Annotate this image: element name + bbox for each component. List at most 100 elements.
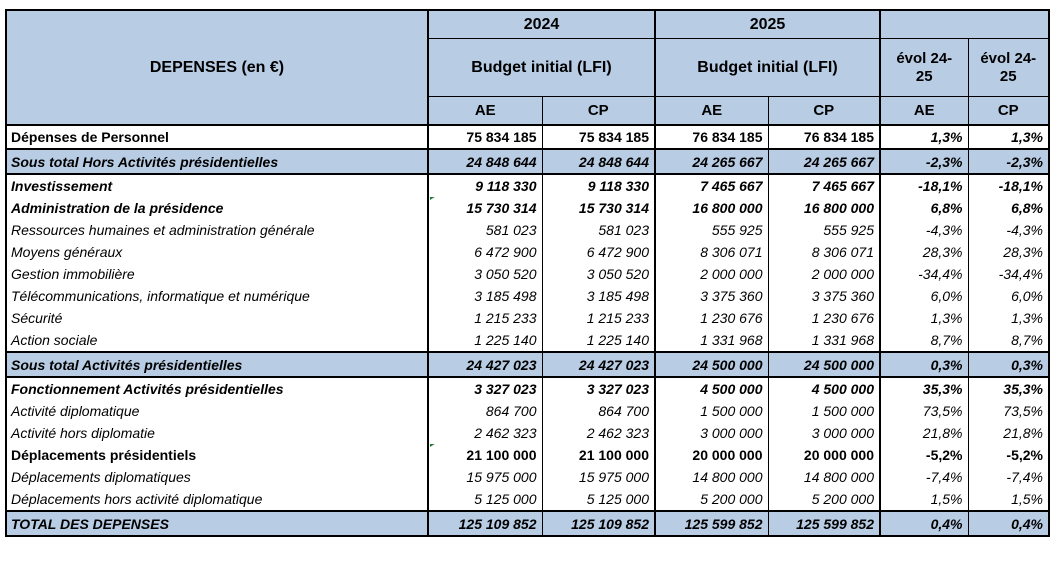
row-label: Sécurité [5,307,429,329]
value-cell: 555 925 [768,219,881,241]
value-cell: 7 465 667 [768,174,881,197]
year-2025-header: 2025 [655,10,881,39]
row-label: Fonctionnement Activités présidentielles [5,377,429,400]
value-cell: 5 200 000 [768,488,881,511]
value-cell: 864 700 [542,400,656,422]
value-cell: 864 700 [428,400,543,422]
value-cell: 15 975 000 [428,466,543,488]
value-cell: 24 427 023 [428,351,543,378]
row-label: Activité diplomatique [5,400,429,422]
value-cell: 20 000 000 [655,444,769,466]
header-row-budget: Budget initial (LFI) Budget initial (LFI… [6,38,1049,97]
value-cell: 125 109 852 [428,510,543,537]
ae-2025-header: AE [655,96,769,126]
value-cell: 24 848 644 [428,148,543,175]
value-cell: 24 500 000 [768,351,881,378]
row-label: Sous total Activités présidentielles [5,351,429,378]
value-cell: 4 500 000 [655,377,769,400]
value-cell: 24 265 667 [768,148,881,175]
value-cell: 16 800 000 [768,197,881,219]
header-row-aecp: AE CP AE CP AE CP [6,96,1049,126]
value-cell: 9 118 330 [428,174,543,197]
value-cell: 3 375 360 [768,285,881,307]
value-cell: 15 975 000 [542,466,656,488]
pct-cell: 6,8% [1011,200,1043,216]
pct-cell: 0,3% [968,351,1049,378]
value-cell: 1 215 233 [542,307,656,329]
value-cell: 125 599 852 [768,510,881,537]
pct-cell: 1,3% [880,124,969,149]
value-cell: 14 800 000 [655,466,769,488]
pct-cell: -18,1% [998,178,1043,194]
pct-cell: 21,8% [1003,425,1043,441]
year-2024-header: 2024 [428,10,656,39]
pct-cell: 0,3% [880,351,969,378]
value-cell: 581 023 [542,219,656,241]
value-cell: 6 472 900 [428,241,543,263]
pct-cell: 6,0% [1011,288,1043,304]
value-cell: 21 100 000 [542,444,656,466]
table-row: Fonctionnement Activités présidentielles… [5,377,1049,400]
value-cell: 9 118 330 [542,174,656,197]
value-cell: 8 306 071 [768,241,881,263]
evol-empty-header [880,10,1049,39]
value-cell: 3 185 498 [542,285,656,307]
value-cell: 24 848 644 [542,148,656,175]
evol-cp-header: évol 24-25 [968,38,1049,97]
value-cell: 1 225 140 [428,329,543,352]
value-cell: 2 462 323 [542,422,656,444]
pct-cell: 8,7% [1011,332,1043,348]
pct-cell: -4,3% [880,219,969,241]
table-row: Gestion immobilière 3 050 520 3 050 520 … [5,263,1049,285]
value-cell: 24 500 000 [655,351,769,378]
value-cell: 4 500 000 [768,377,881,400]
value-cell: 5 125 000 [428,488,543,511]
value-cell: 3 000 000 [768,422,881,444]
value-cell: 5 200 000 [655,488,769,511]
value-cell: 1 331 968 [768,329,881,352]
value-cell: 1 230 676 [768,307,881,329]
value-cell: 76 834 185 [655,124,769,149]
value-cell: 75 834 185 [542,124,656,149]
table-row: Télécommunications, informatique et numé… [5,285,1049,307]
table-row: Ressources humaines et administration gé… [5,219,1049,241]
row-label: Déplacements présidentiels [5,444,429,466]
value-cell: 3 375 360 [655,285,769,307]
value-cell: 3 185 498 [428,285,543,307]
table-row: Activité diplomatique 864 700 864 700 1 … [5,400,1049,422]
value-cell: 581 023 [428,219,543,241]
pct-cell: -5,2% [880,444,969,466]
budget-table: DEPENSES (en €) 2024 2025 Budget initial… [5,9,1050,537]
table-row: Déplacements présidentiels 21 100 000 21… [5,444,1049,466]
table-row: Déplacements diplomatiques 15 975 000 15… [5,466,1049,488]
evol-ae-subheader: AE [880,96,969,126]
pct-cell: -2,3% [968,148,1049,175]
value-cell: 21 100 000 [428,444,543,466]
cp-2024-header: CP [542,96,656,126]
value-cell: 555 925 [655,219,769,241]
row-label: Moyens généraux [5,241,429,263]
row-label: Déplacements diplomatiques [5,466,429,488]
row-label: Gestion immobilière [5,263,429,285]
pct-cell: 1,5% [1011,491,1043,507]
value-cell: 2 000 000 [768,263,881,285]
cp-2025-header: CP [768,96,881,126]
pct-cell: 1,3% [968,124,1049,149]
value-cell: 24 265 667 [655,148,769,175]
row-label: Administration de la présidence [5,197,429,219]
comment-marker-icon [430,197,441,200]
pct-cell: -34,4% [998,266,1043,282]
table-row: Sous total Activités présidentielles 24 … [5,351,1049,378]
row-label: Sous total Hors Activités présidentielle… [5,148,429,175]
value-cell: 125 109 852 [542,510,656,537]
value-cell: 1 215 233 [428,307,543,329]
table-row: Sous total Hors Activités présidentielle… [5,148,1049,175]
pct-cell: 35,3% [880,377,969,400]
pct-cell: 73,5% [1003,403,1043,419]
row-label: TOTAL DES DEPENSES [5,510,429,537]
table-row: Dépenses de Personnel 75 834 185 75 834 … [5,124,1049,149]
pct-cell: 6,0% [880,285,969,307]
pct-cell: 8,7% [880,329,969,352]
value-cell: 3 050 520 [542,263,656,285]
pct-cell: 28,3% [880,241,969,263]
